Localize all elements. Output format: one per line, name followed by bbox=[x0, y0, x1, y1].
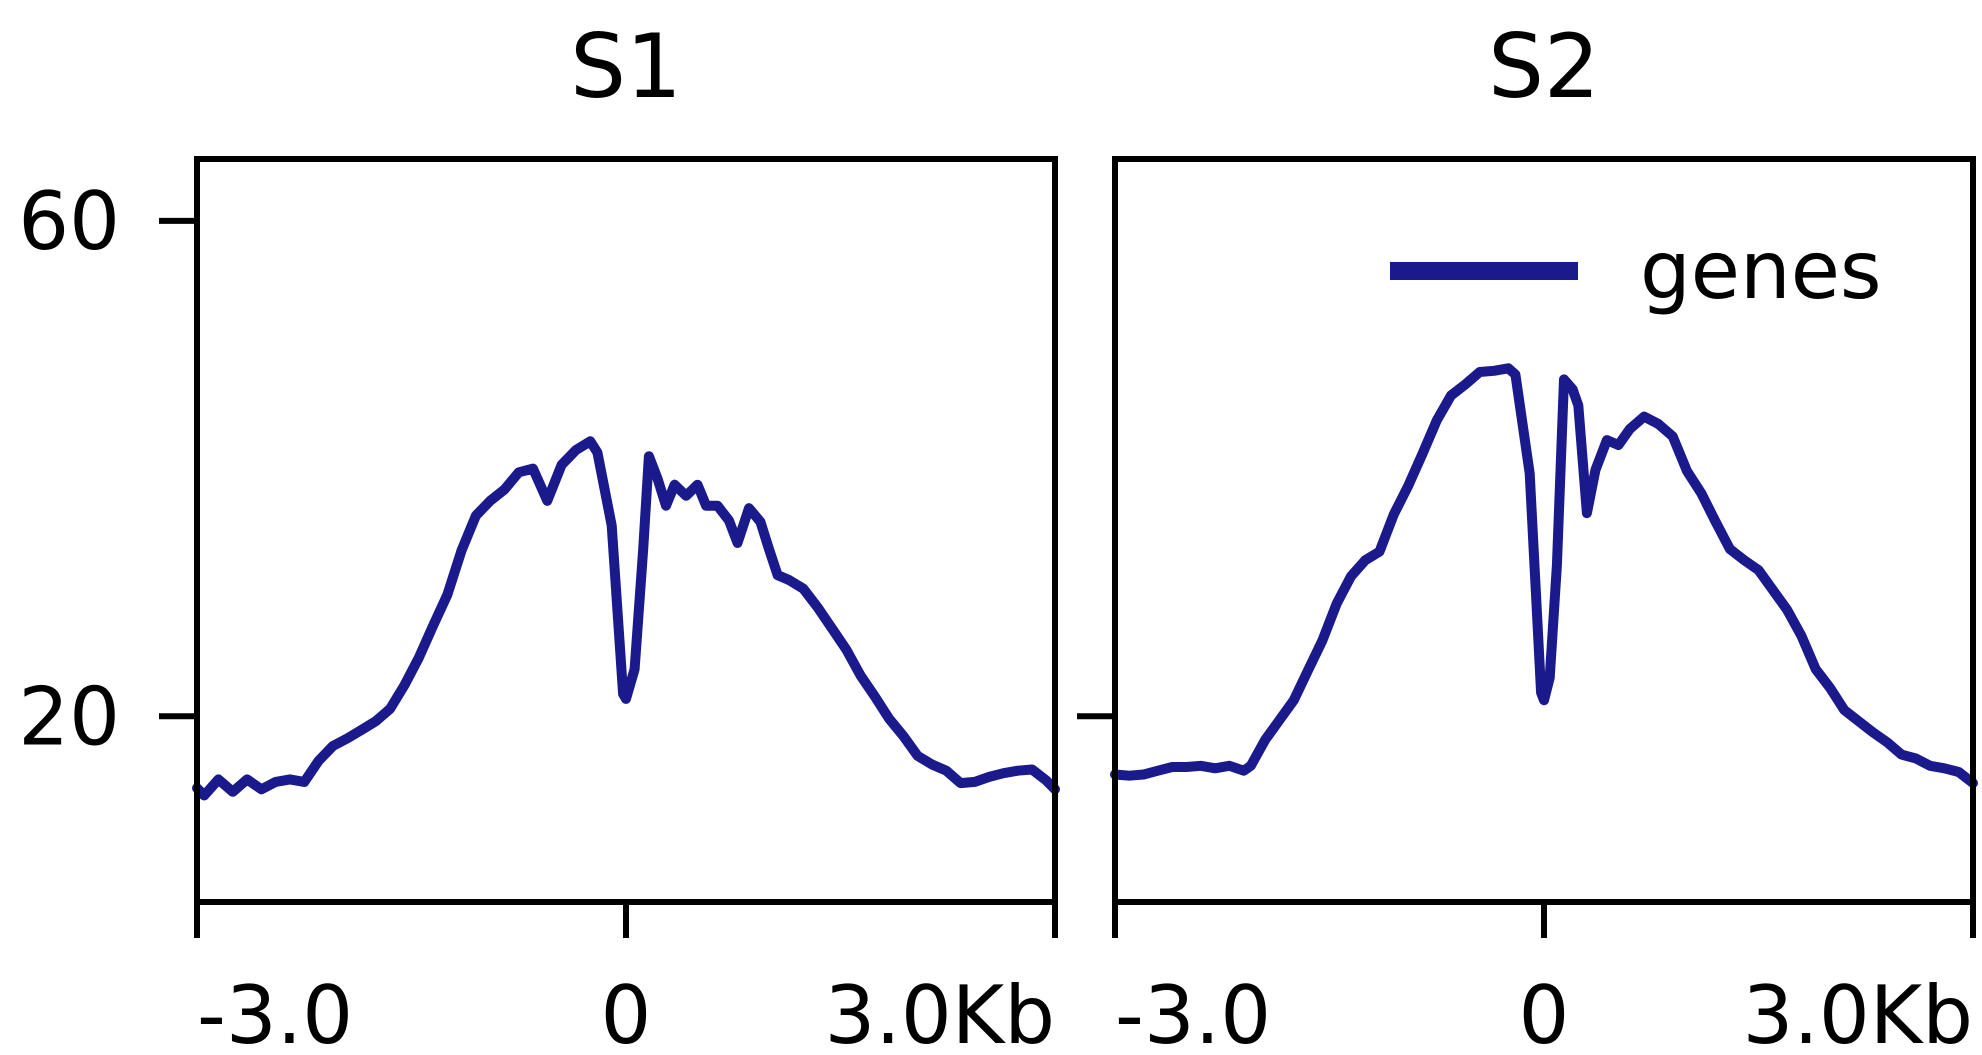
x-tick-label: -3.0 bbox=[197, 969, 353, 1055]
x-tick-label: 3.0Kb bbox=[1743, 969, 1973, 1055]
chart-title: S1 bbox=[570, 15, 682, 118]
legend-label: genes bbox=[1640, 224, 1882, 317]
y-tick-label: 60 bbox=[18, 175, 120, 268]
series-line-genes bbox=[1110, 363, 1978, 789]
x-tick-label: 3.0Kb bbox=[825, 969, 1055, 1055]
chart-title: S2 bbox=[1488, 15, 1600, 118]
x-tick-label: 0 bbox=[1519, 969, 1570, 1055]
series-line-genes bbox=[192, 436, 1060, 801]
x-tick-label: -3.0 bbox=[1115, 969, 1271, 1055]
panel-s2: S2 -3.0 0 3.0Kb genes bbox=[1077, 15, 1978, 1055]
x-tick-label: 0 bbox=[601, 969, 652, 1055]
plot-frame bbox=[194, 156, 1058, 905]
y-tick-label: 20 bbox=[18, 670, 120, 763]
panel-s1: S1 -3.0 0 3.0Kb 60 20 bbox=[18, 15, 1060, 1055]
